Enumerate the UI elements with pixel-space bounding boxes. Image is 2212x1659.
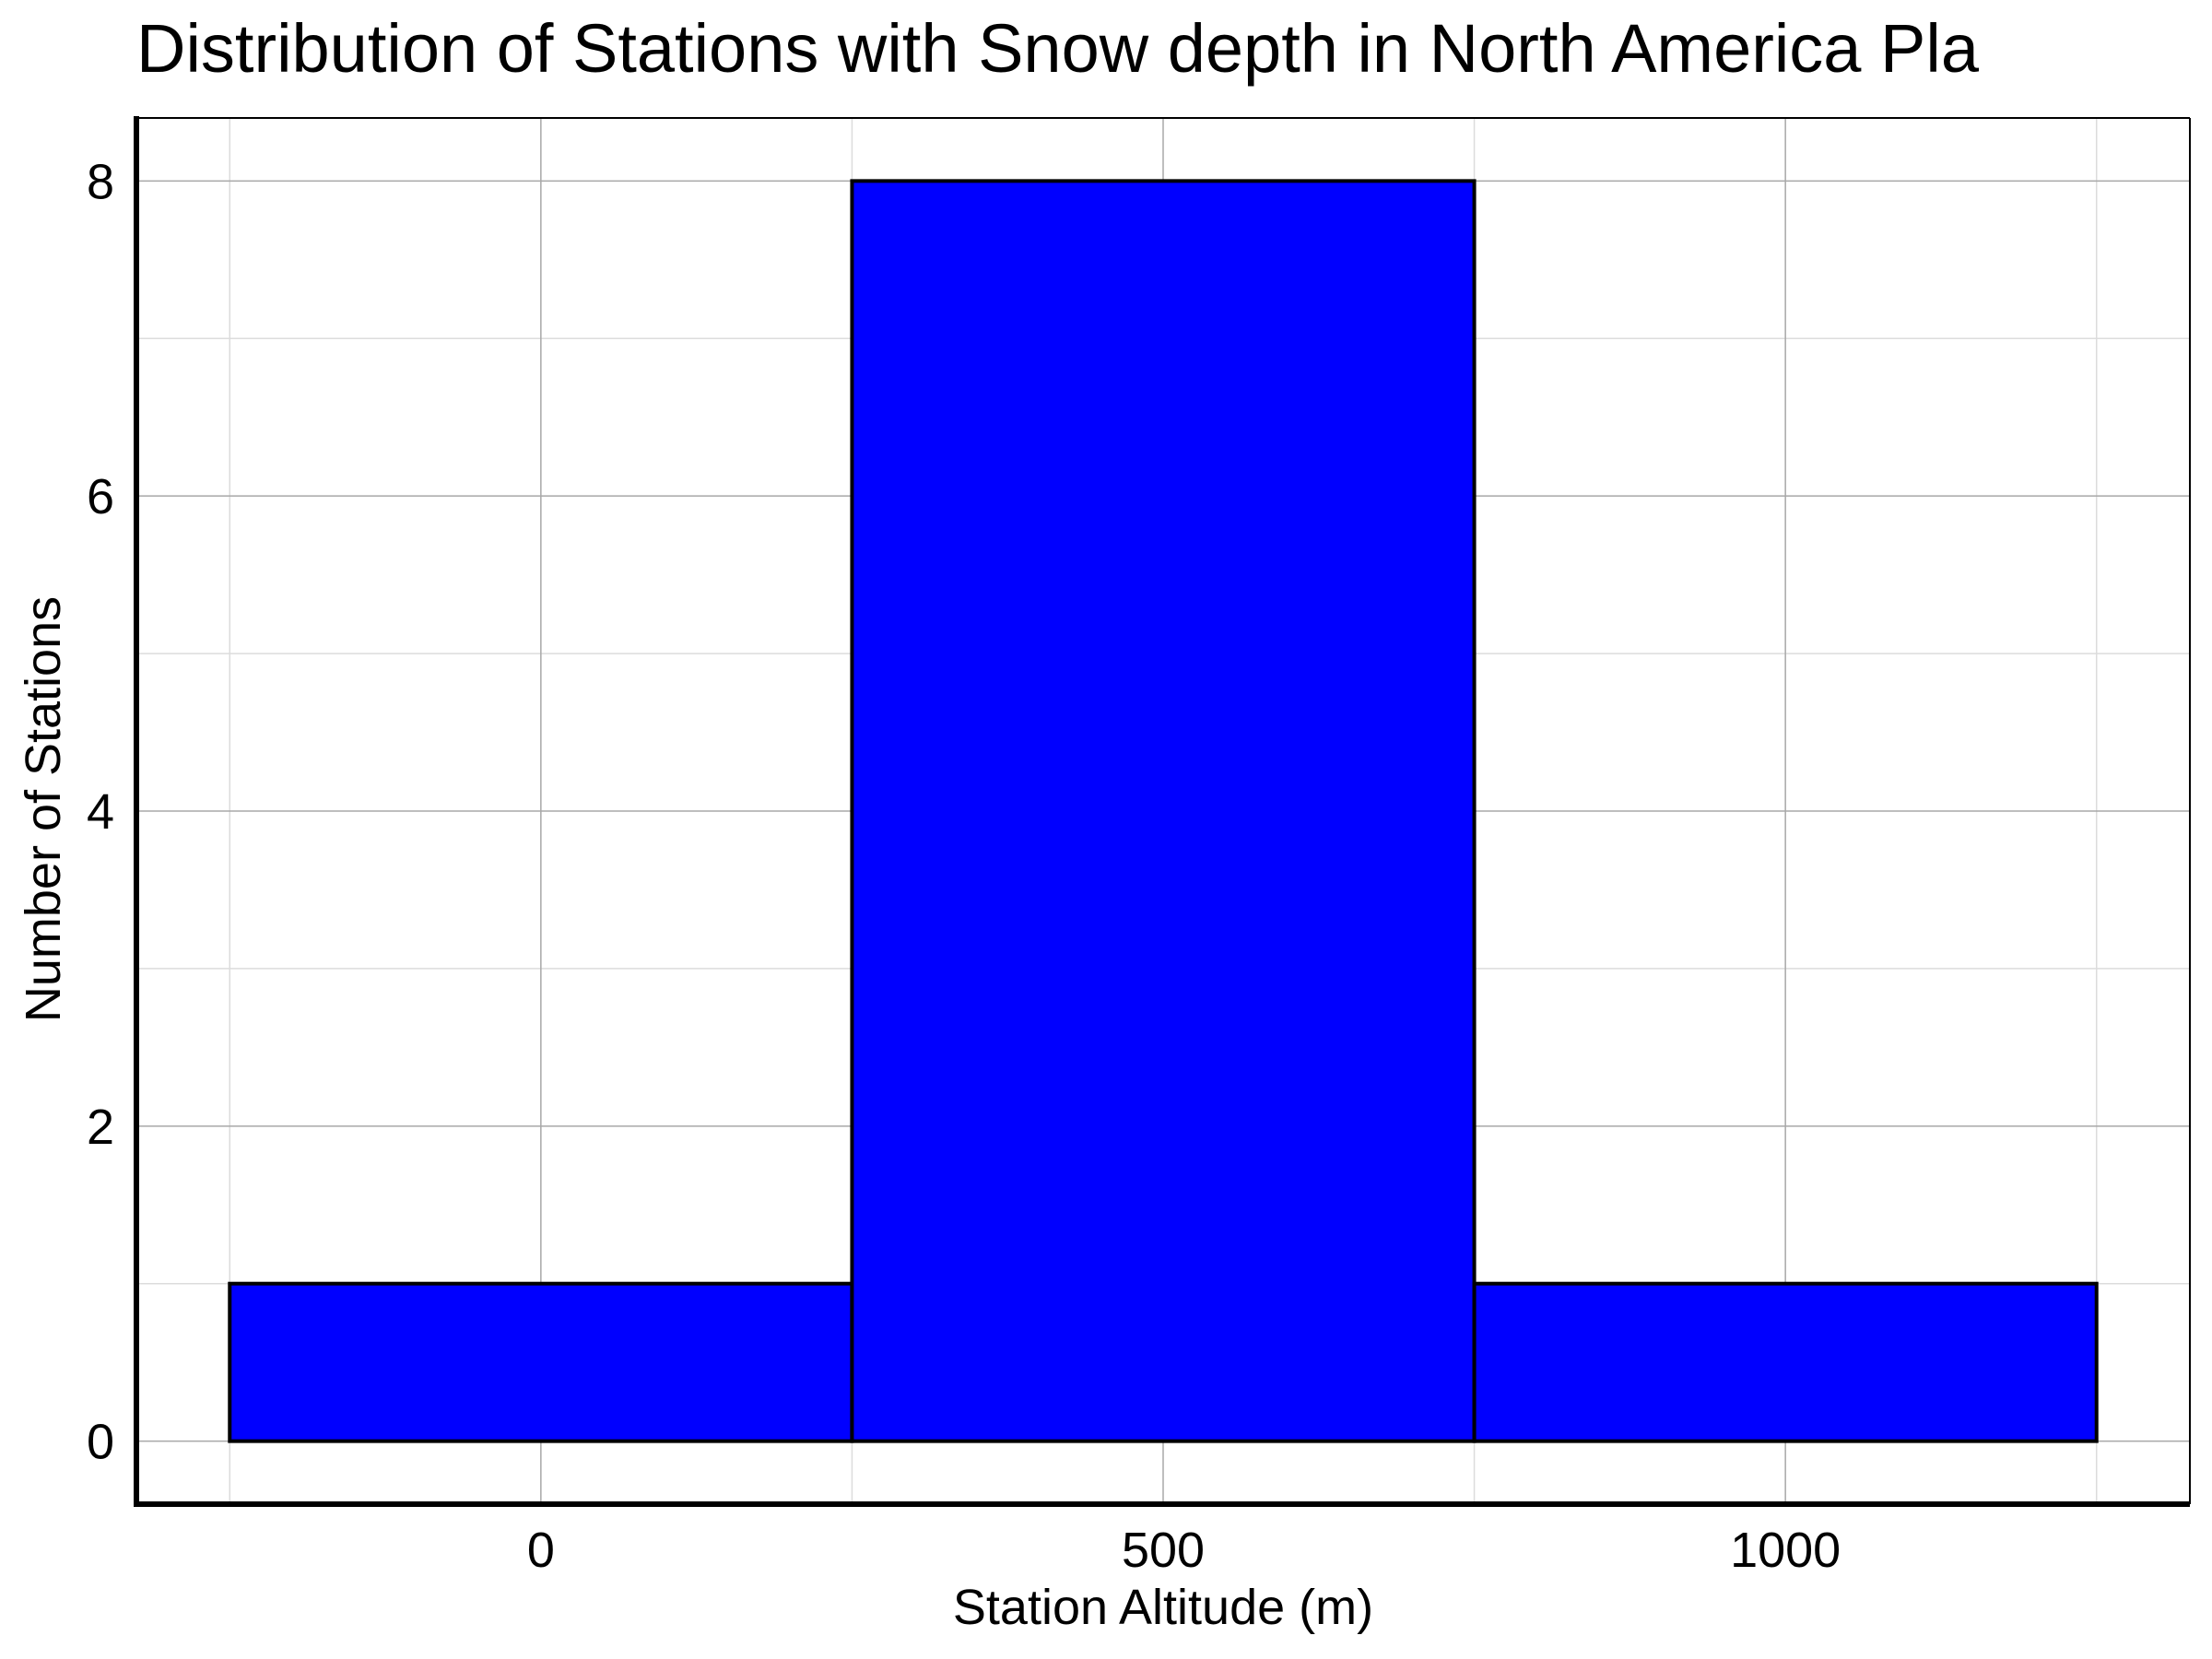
y-tick-label: 0 (87, 1415, 114, 1470)
y-tick-label: 2 (87, 1100, 114, 1155)
y-tick-label: 6 (87, 469, 114, 524)
chart-title: Distribution of Stations with Snow depth… (136, 10, 1980, 87)
histogram-bar (228, 1281, 854, 1443)
y-tick-label: 4 (87, 784, 114, 840)
x-tick-label: 0 (527, 1523, 555, 1578)
bars-layer (228, 179, 2099, 1443)
x-axis-title: Station Altitude (m) (953, 1580, 1373, 1635)
y-axis-title: Number of Stations (16, 596, 71, 1022)
x-tick-label: 500 (1122, 1523, 1205, 1578)
axes-layer (134, 116, 2191, 1507)
histogram-bar (1472, 1281, 2099, 1443)
y-tick-label: 8 (87, 154, 114, 209)
ticks-layer: 0 500 1000 0 2 4 6 8 (87, 154, 1841, 1578)
x-tick-label: 1000 (1730, 1523, 1841, 1578)
histogram-bar (850, 179, 1477, 1443)
